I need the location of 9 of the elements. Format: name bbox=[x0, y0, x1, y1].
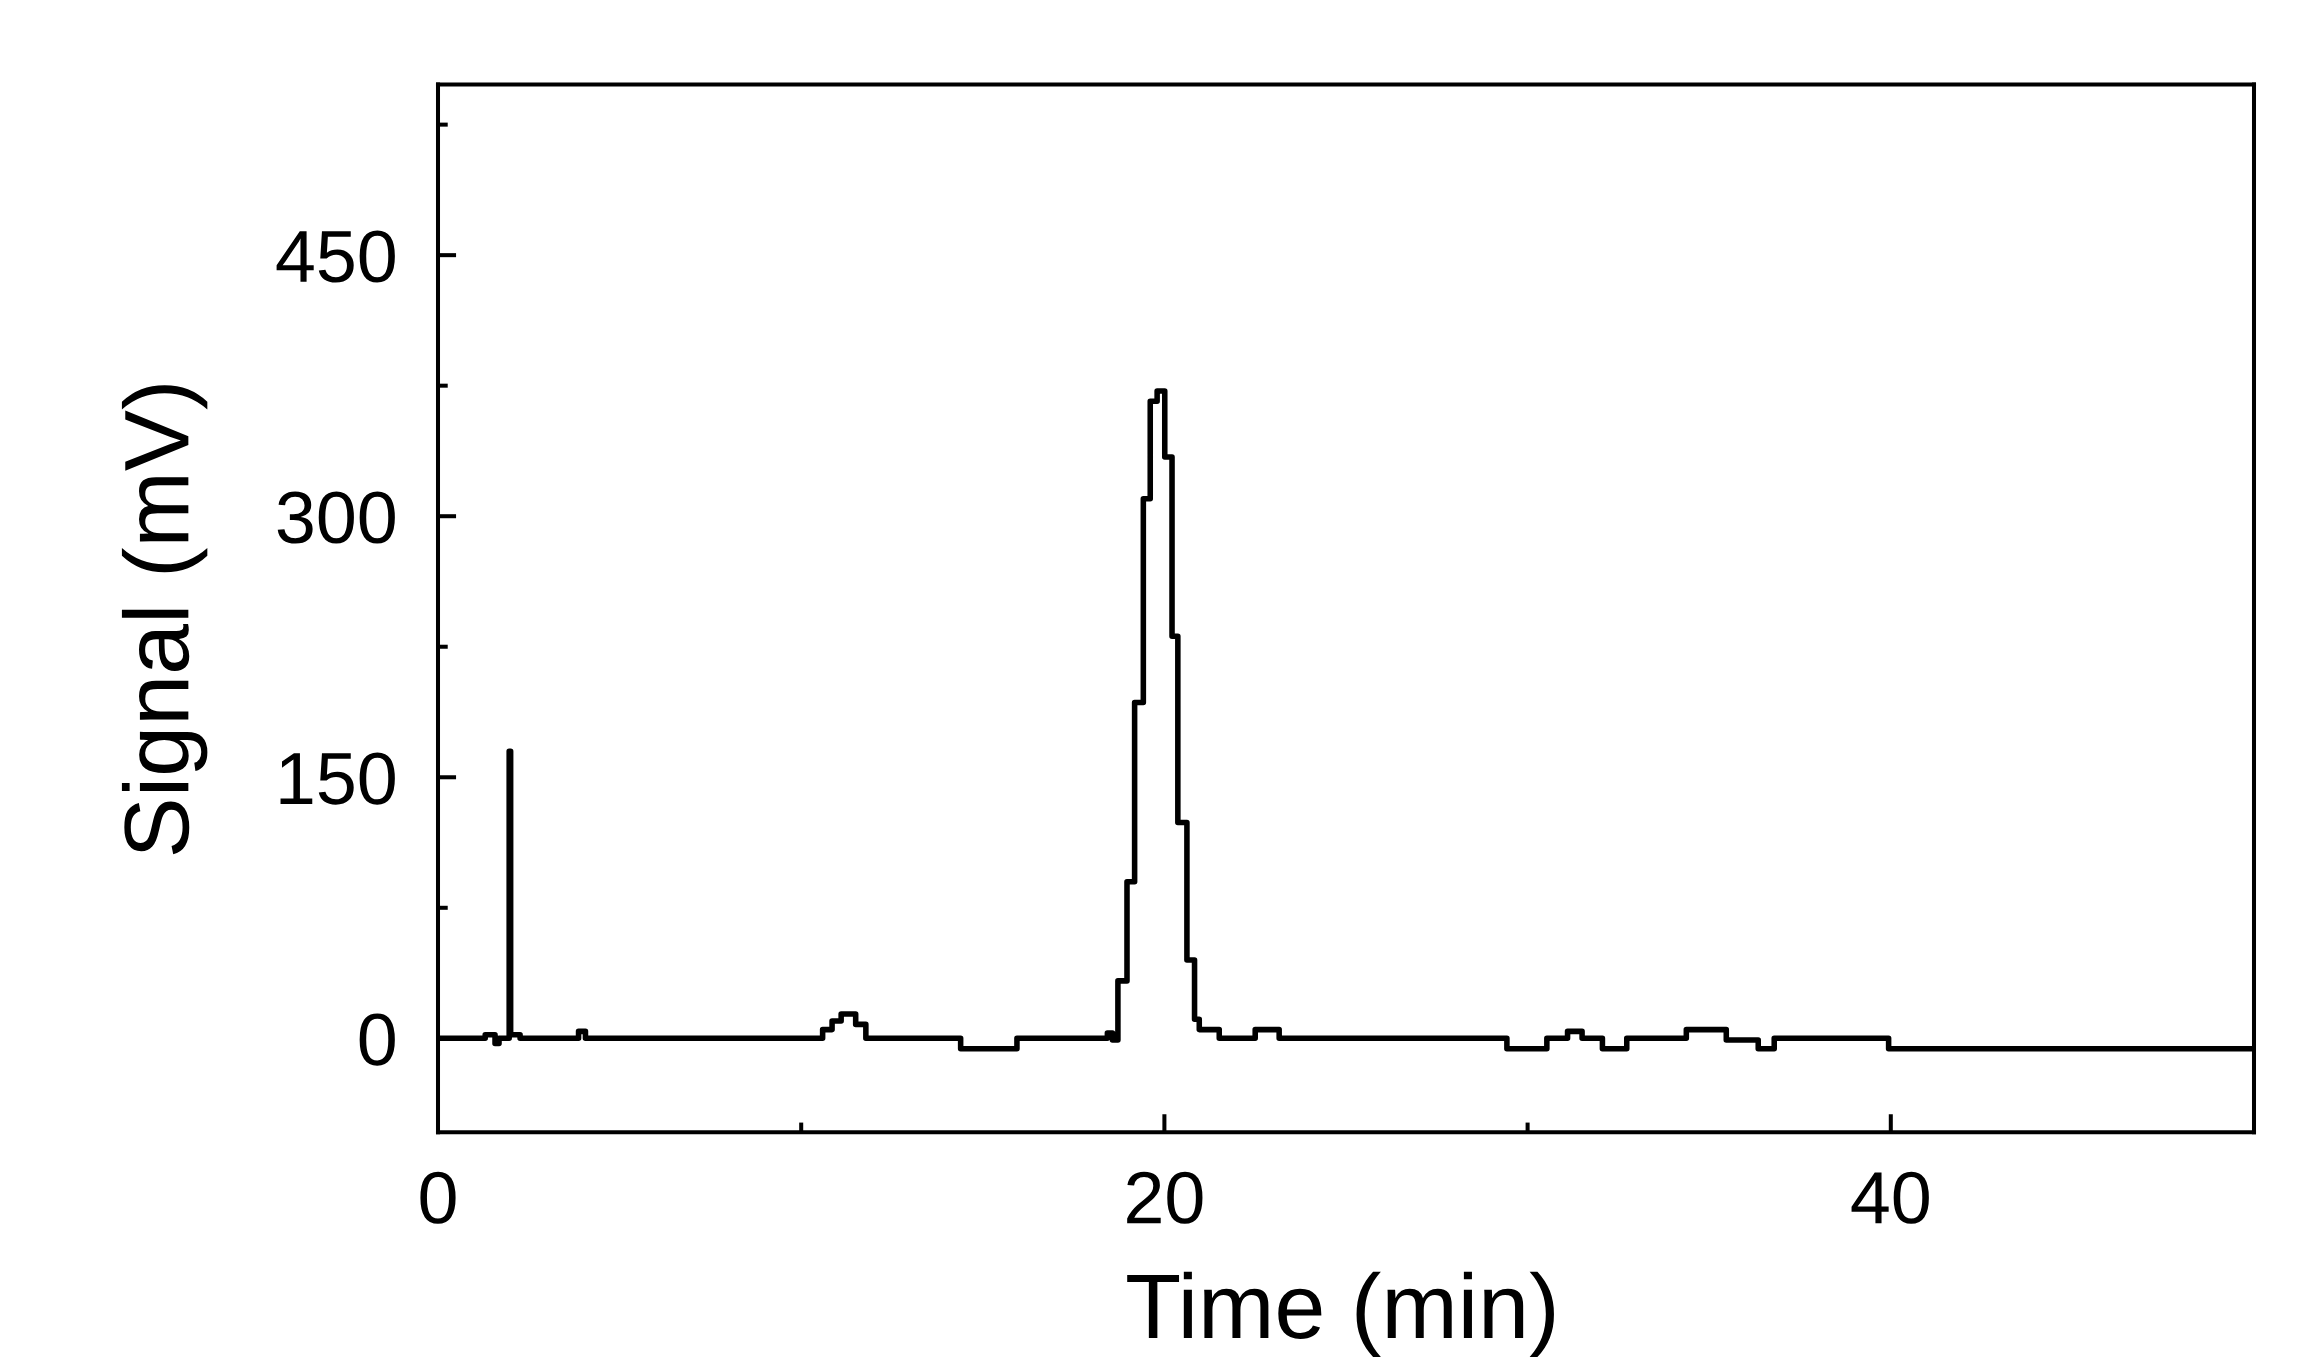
y-tick-label: 0 bbox=[359, 1013, 395, 1066]
y-tick-label: 300 bbox=[277, 491, 395, 544]
y-tick-label: 150 bbox=[280, 752, 395, 805]
x-axis-title: Time (min) bbox=[1127, 1271, 1554, 1358]
x-tick-label: 20 bbox=[1127, 1171, 1203, 1224]
y-tick-label: 450 bbox=[276, 230, 395, 283]
x-tick-label: 40 bbox=[1851, 1171, 1929, 1224]
x-tick-label: 0 bbox=[420, 1171, 456, 1224]
y-axis-title: Signal (mV) bbox=[121, 385, 208, 855]
